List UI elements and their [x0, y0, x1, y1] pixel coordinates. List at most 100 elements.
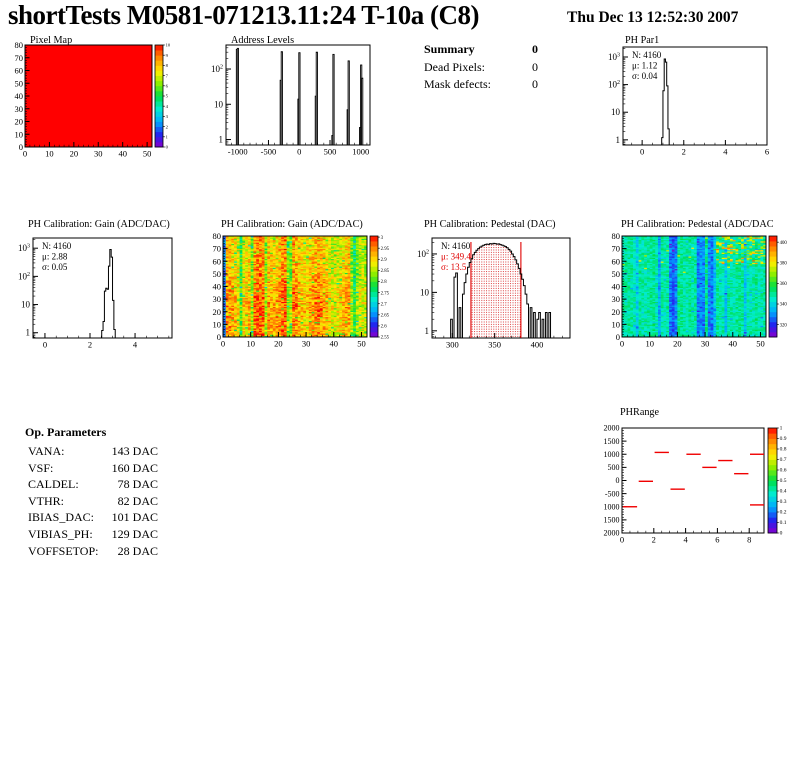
op-param-label: VIBIAS_PH: — [28, 526, 93, 541]
svg-text:2: 2 — [88, 340, 92, 350]
svg-text:102: 102 — [18, 271, 30, 281]
op-param-row-vthr: VTHR: 82 DAC — [25, 494, 158, 509]
pedestal-hist-title: PH Calibration: Pedestal (DAC) — [424, 219, 556, 230]
pedestal-map-title: PH Calibration: Pedestal (ADC/DAC — [621, 219, 774, 230]
svg-text:7: 7 — [166, 73, 169, 78]
svg-text:N: 4160: N: 4160 — [441, 241, 471, 251]
svg-text:3: 3 — [381, 236, 384, 241]
svg-text:μ: 2.88: μ: 2.88 — [42, 252, 68, 262]
svg-text:50: 50 — [143, 149, 152, 159]
summary-row-value: 0 — [532, 77, 538, 91]
op-param-row-ibias-dac: IBIAS_DAC: 101 DAC — [25, 510, 158, 525]
svg-text:70: 70 — [15, 53, 24, 63]
gain-heatmap: 0 10 20 30 40 50 0 10 20 30 40 50 60 70 80 3 2.95 2.9 2.85… — [213, 231, 390, 349]
op-param-row-caldel: CALDEL: 78 DAC — [25, 477, 158, 492]
op-parameters-block: Op. Parameters VANA: 143 DAC VSF: 160 DAC … — [25, 425, 158, 559]
svg-text:70: 70 — [213, 244, 222, 254]
svg-text:σ: 0.05: σ: 0.05 — [42, 262, 68, 272]
svg-text:0: 0 — [43, 340, 47, 350]
svg-text:40: 40 — [15, 91, 24, 101]
svg-text:6: 6 — [166, 84, 169, 89]
svg-text:0: 0 — [19, 142, 23, 152]
svg-text:10: 10 — [214, 99, 224, 109]
svg-text:50: 50 — [357, 339, 366, 349]
svg-text:4: 4 — [133, 340, 138, 350]
svg-text:103: 103 — [18, 243, 30, 253]
svg-text:10: 10 — [611, 107, 621, 117]
svg-text:40: 40 — [330, 339, 339, 349]
op-param-label: VTHR: — [28, 493, 64, 508]
svg-text:2.95: 2.95 — [381, 247, 390, 252]
svg-text:30: 30 — [94, 149, 103, 159]
svg-text:σ: 13.5: σ: 13.5 — [441, 262, 467, 272]
svg-text:50: 50 — [213, 269, 222, 279]
op-param-row-vana: VANA: 143 DAC — [25, 444, 158, 459]
op-param-row-voffsetop: VOFFSETOP: 28 DAC — [25, 544, 158, 559]
svg-text:1: 1 — [616, 135, 621, 145]
op-param-label: VSF: — [28, 460, 54, 475]
svg-text:2.55: 2.55 — [381, 336, 390, 341]
svg-text:60: 60 — [213, 256, 222, 266]
svg-text:-1000: -1000 — [228, 147, 248, 157]
op-param-value: 143 DAC — [111, 444, 158, 458]
svg-text:102: 102 — [211, 64, 223, 74]
svg-text:-500: -500 — [261, 147, 277, 157]
svg-text:20: 20 — [213, 307, 222, 317]
svg-text:10: 10 — [21, 300, 31, 310]
svg-text:μ: 349.4: μ: 349.4 — [441, 252, 471, 262]
svg-text:1: 1 — [219, 135, 224, 145]
svg-text:20: 20 — [15, 117, 24, 127]
svg-text:60: 60 — [15, 66, 24, 76]
svg-text:2.85: 2.85 — [381, 269, 390, 274]
svg-text:2.6: 2.6 — [381, 325, 388, 330]
svg-text:20: 20 — [274, 339, 283, 349]
svg-text:0: 0 — [221, 339, 225, 349]
ph-range-title: PHRange — [620, 407, 660, 418]
svg-text:350: 350 — [488, 340, 501, 350]
svg-text:2.75: 2.75 — [381, 291, 390, 296]
svg-text:102: 102 — [417, 249, 429, 259]
pedestal-heatmap: 0 10 20 30 40 5001020304050607080400380360340… — [612, 231, 788, 349]
summary-row-value: 0 — [532, 59, 538, 74]
svg-text:9: 9 — [166, 53, 169, 58]
address-levels-histogram: 1 10 102 -1000 -500 0 500 1000 — [211, 44, 371, 157]
svg-text:1: 1 — [166, 135, 169, 140]
svg-text:0: 0 — [166, 145, 169, 150]
svg-text:6: 6 — [765, 147, 769, 157]
svg-text:500: 500 — [324, 147, 337, 157]
svg-text:300: 300 — [446, 340, 459, 350]
summary-block: Summary 0 Dead Pixels: 0 Mask defects: 0 — [424, 42, 538, 92]
svg-text:4: 4 — [723, 147, 728, 157]
svg-text:400: 400 — [531, 340, 544, 350]
summary-row-mask-defects: Mask defects: 0 — [424, 77, 538, 92]
svg-text:σ: 0.04: σ: 0.04 — [632, 71, 658, 81]
svg-text:0: 0 — [217, 332, 221, 342]
svg-text:2.65: 2.65 — [381, 314, 390, 319]
svg-text:1000: 1000 — [352, 147, 369, 157]
op-param-row-vibias-ph: VIBIAS_PH: 129 DAC — [25, 527, 158, 542]
op-parameters-heading: Op. Parameters — [25, 425, 107, 439]
report-title: shortTests M0581-071213.11:24 T-10a (C8) — [8, 0, 480, 30]
svg-text:8: 8 — [166, 63, 169, 68]
op-param-label: VOFFSETOP: — [28, 543, 99, 558]
summary-row-label: Mask defects: — [424, 77, 491, 91]
svg-text:30: 30 — [213, 294, 222, 304]
op-param-label: CALDEL: — [28, 477, 79, 492]
svg-text:2.9: 2.9 — [381, 258, 388, 263]
svg-text:N: 4160: N: 4160 — [632, 50, 662, 60]
svg-text:40: 40 — [118, 149, 127, 159]
svg-text:80: 80 — [15, 40, 24, 50]
svg-text:1: 1 — [26, 328, 31, 338]
svg-text:10: 10 — [45, 149, 54, 159]
summary-row-label: Dead Pixels: — [424, 59, 485, 74]
report-timestamp: Thu Dec 13 12:52:30 2007 — [567, 9, 739, 26]
gain-hist-title: PH Calibration: Gain (ADC/DAC) — [28, 219, 170, 230]
svg-text:2: 2 — [682, 147, 686, 157]
svg-text:0: 0 — [23, 149, 27, 159]
op-param-value: 28 DAC — [117, 543, 158, 558]
op-param-label: IBIAS_DAC: — [28, 510, 95, 525]
